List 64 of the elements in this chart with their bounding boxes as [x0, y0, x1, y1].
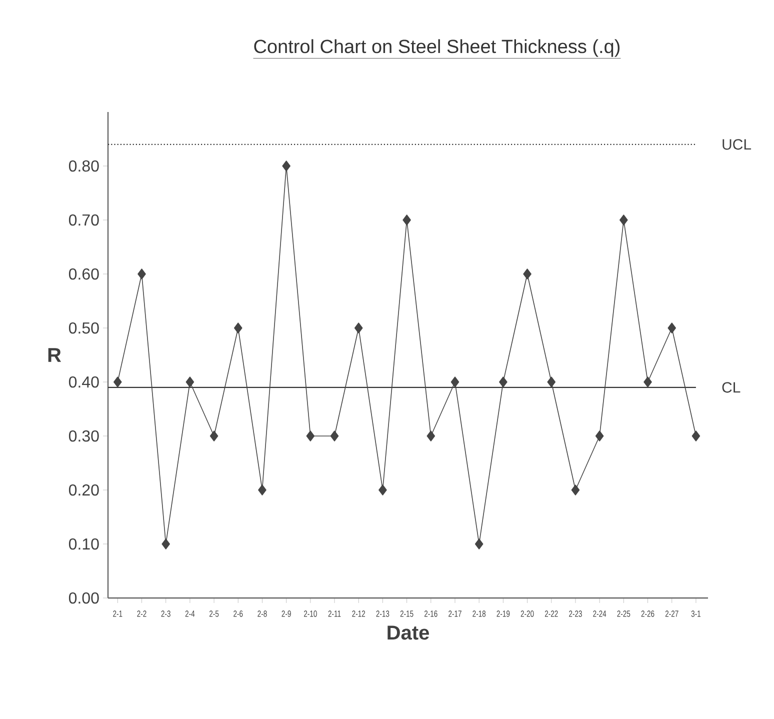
point: [474, 538, 484, 550]
chart-title: Control Chart on Steel Sheet Thickness (.q): [254, 39, 620, 57]
point: [138, 268, 146, 280]
point: [595, 430, 604, 442]
x-tick-label: 2-19: [496, 610, 510, 617]
point: [523, 268, 532, 280]
x-tick-label: 2-16: [424, 610, 438, 617]
ref-line-label: CL: [722, 382, 740, 393]
x-tick-label: 2-26: [641, 610, 654, 617]
x-tick-label: 2-25: [617, 610, 630, 617]
point: [426, 430, 436, 442]
y-tick-label: 0.40: [68, 376, 99, 388]
y-tick-label: 0.20: [68, 484, 99, 496]
x-tick-label: 2-1: [113, 610, 122, 617]
x-tick-label: 2-20: [520, 610, 534, 617]
x-tick-label: 2-2: [137, 610, 146, 617]
y-tick-label: 0.00: [68, 592, 99, 604]
point: [402, 214, 411, 226]
point: [499, 376, 508, 388]
x-tick-label: 2-10: [304, 610, 317, 617]
x-tick-label: 2-27: [665, 610, 678, 617]
y-tick-label: 0.80: [68, 160, 99, 172]
x-tick-label: 2-24: [593, 610, 606, 617]
point: [258, 484, 266, 496]
y-tick-label: 0.60: [68, 268, 99, 280]
point: [113, 376, 122, 388]
point: [378, 484, 387, 496]
point: [282, 160, 290, 172]
point: [450, 376, 460, 388]
x-tick-label: 2-15: [400, 610, 414, 617]
point: [571, 484, 580, 496]
x-tick-label: 3-1: [691, 610, 700, 617]
y-tick-label: 0.70: [68, 214, 99, 226]
x-tick-label: 2-3: [161, 610, 170, 617]
x-tick-label: 2-8: [258, 610, 267, 617]
x-axis-title: Date: [388, 626, 429, 640]
ref-line-label: UCL: [722, 139, 752, 150]
x-tick-label: 2-13: [376, 610, 390, 617]
x-tick-label: 2-11: [328, 610, 341, 617]
point: [547, 376, 556, 388]
point: [162, 538, 170, 550]
x-tick-label: 2-23: [569, 610, 582, 617]
x-tick-label: 2-22: [544, 610, 558, 617]
y-tick-label: 0.30: [68, 430, 99, 442]
y-tick-label: 0.50: [68, 322, 99, 334]
y-axis-title: R: [48, 348, 62, 362]
point: [234, 322, 242, 334]
x-tick-label: 2-18: [472, 610, 486, 617]
x-tick-label: 2-5: [209, 610, 219, 617]
point: [644, 376, 652, 388]
point: [186, 376, 194, 388]
point: [668, 322, 676, 334]
x-tick-label: 2-12: [352, 610, 366, 617]
point: [692, 430, 700, 442]
x-tick-label: 2-4: [185, 610, 195, 617]
x-tick-label: 2-6: [234, 610, 243, 617]
x-tick-label: 2-9: [282, 610, 291, 617]
x-tick-label: 2-17: [448, 610, 462, 617]
point: [330, 430, 339, 442]
y-tick-label: 0.10: [68, 538, 99, 550]
point: [210, 430, 218, 442]
point: [354, 322, 363, 334]
point: [620, 214, 628, 226]
point: [306, 430, 315, 442]
